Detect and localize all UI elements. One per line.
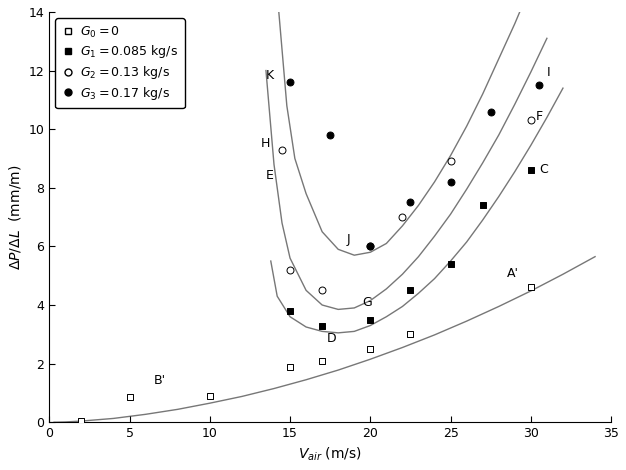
Point [285, 78, 295, 86]
Text: B': B' [153, 374, 166, 387]
Text: E: E [266, 169, 274, 182]
Point [205, 392, 215, 399]
Text: G: G [362, 297, 372, 309]
Y-axis label: $\Delta P / \Delta L$  (mm/m): $\Delta P / \Delta L$ (mm/m) [7, 164, 23, 270]
Point [534, 81, 544, 89]
Point [317, 287, 327, 294]
Point [277, 146, 287, 153]
Point [76, 417, 86, 424]
Point [478, 202, 488, 209]
Point [526, 117, 536, 124]
Point [285, 307, 295, 314]
Point [285, 363, 295, 370]
Point [366, 316, 376, 323]
Point [526, 166, 536, 174]
Point [317, 357, 327, 364]
Point [125, 393, 135, 401]
Point [526, 284, 536, 291]
Point [446, 260, 456, 268]
Text: J: J [346, 234, 350, 246]
Text: A': A' [507, 267, 519, 280]
Point [366, 345, 376, 352]
Point [366, 243, 376, 250]
Text: I: I [547, 66, 550, 79]
Point [446, 178, 456, 186]
Point [285, 266, 295, 274]
Point [325, 131, 335, 139]
Point [446, 157, 456, 165]
Legend: $G_0 = 0$, $G_1 = 0.085$ kg/s, $G_2 = 0.13$ kg/s, $G_3 = 0.17$ kg/s: $G_0 = 0$, $G_1 = 0.085$ kg/s, $G_2 = 0.… [56, 18, 185, 108]
Text: F: F [536, 110, 543, 124]
Point [486, 108, 496, 115]
Text: H: H [261, 137, 270, 150]
Point [398, 213, 408, 221]
Point [406, 199, 416, 206]
X-axis label: $V_{air}$ (m/s): $V_{air}$ (m/s) [298, 446, 362, 463]
Point [317, 322, 327, 329]
Text: C: C [539, 163, 548, 176]
Text: D: D [327, 332, 337, 345]
Point [406, 330, 416, 338]
Point [406, 287, 416, 294]
Point [366, 243, 376, 250]
Text: K: K [266, 70, 274, 82]
